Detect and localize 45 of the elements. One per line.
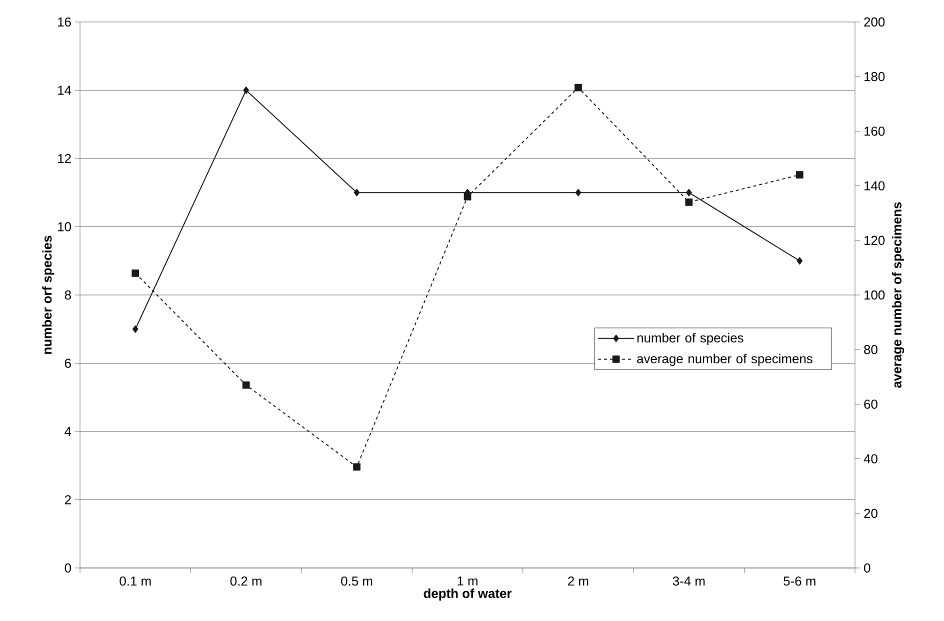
point: [464, 193, 472, 200]
x-tick-label: 1 m: [458, 576, 478, 586]
point: [575, 188, 582, 196]
x-tick-label: 0.5 m: [341, 576, 372, 586]
point: [353, 463, 360, 471]
y-tick-label: 8: [64, 290, 71, 300]
legend-label: average number of specimens: [637, 354, 812, 366]
y2-tick-label: 180: [864, 72, 885, 82]
point: [796, 257, 803, 265]
y2-tick-label: 100: [864, 290, 885, 300]
point: [354, 188, 360, 196]
y-tick-label: 10: [58, 222, 71, 232]
x-tick-label: 2 m: [568, 576, 588, 586]
point: [574, 84, 582, 92]
point: [685, 198, 693, 206]
y2-tick-label: 200: [864, 17, 885, 27]
x-tick-label: 0.1 m: [120, 576, 151, 586]
y2-tick-label: 60: [864, 400, 878, 409]
y-tick-label: 0: [64, 563, 71, 573]
y2-tick-label: 20: [864, 508, 878, 518]
y-tick-label: 4: [64, 427, 72, 436]
point: [243, 86, 249, 94]
y-tick-label: 16: [58, 17, 71, 27]
y2-tick-label: 40: [864, 454, 878, 464]
y2-tick-label: 120: [864, 236, 885, 245]
y-axis-title: number orf species: [42, 236, 54, 354]
y2-tick-label: 80: [864, 344, 878, 354]
point: [796, 171, 804, 179]
point: [132, 269, 140, 277]
x-tick-label: 5-6 m: [784, 576, 816, 586]
point: [132, 325, 138, 333]
x-axis-title: depth of water: [424, 588, 512, 601]
y-tick-label: 6: [64, 358, 71, 368]
y2-tick-label: 140: [864, 181, 885, 190]
point: [686, 188, 692, 196]
y-tick-label: 12: [58, 154, 71, 164]
x-tick-label: 3-4 m: [672, 576, 705, 586]
y2-tick-label: 160: [864, 126, 885, 136]
point: [242, 381, 250, 389]
legend-label: number of species: [637, 332, 744, 346]
y2-axis-title: average number of specimens: [892, 202, 904, 388]
y2-tick-label: 0: [864, 563, 870, 573]
y-tick-label: 14: [58, 86, 72, 95]
x-tick-label: 0.2 m: [230, 576, 262, 586]
y-tick-label: 2: [64, 495, 71, 504]
